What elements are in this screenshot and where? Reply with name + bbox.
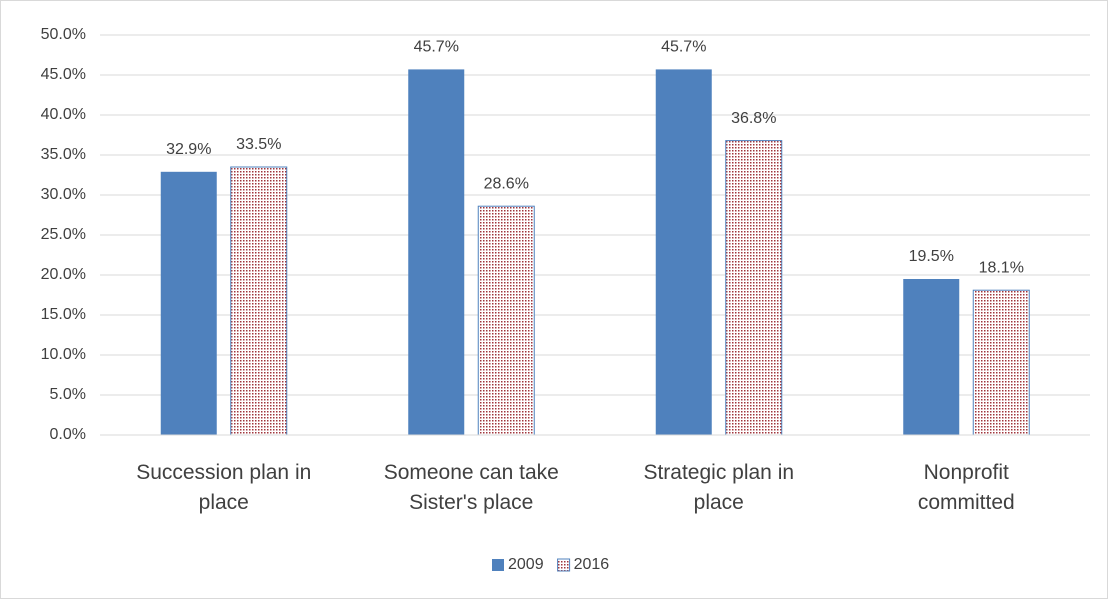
y-tick-label: 20.0% — [41, 266, 86, 283]
data-label: 45.7% — [414, 39, 459, 56]
y-tick-label: 45.0% — [41, 66, 86, 83]
x-tick-label: Someone can take Sister's place — [383, 461, 559, 514]
bar — [408, 69, 465, 436]
y-tick-label: 5.0% — [50, 386, 86, 403]
legend-label: 2009 — [508, 556, 544, 573]
x-tick-label: Nonprofit committed — [917, 461, 1015, 514]
data-label: 19.5% — [909, 248, 954, 265]
bar — [725, 140, 783, 436]
y-tick-label: 50.0% — [41, 26, 86, 43]
legend-swatch — [492, 559, 504, 571]
x-tick-label: Strategic plan in place — [643, 461, 795, 514]
legend-swatch — [557, 558, 571, 572]
bar — [972, 289, 1030, 436]
y-tick-label: 40.0% — [41, 106, 86, 123]
bar — [655, 69, 712, 436]
y-tick-label: 35.0% — [41, 146, 86, 163]
data-label: 36.8% — [731, 110, 776, 127]
data-label: 32.9% — [166, 141, 211, 158]
bar — [903, 279, 960, 435]
y-tick-label: 15.0% — [41, 306, 86, 323]
legend-label: 2016 — [574, 556, 610, 573]
bar — [230, 166, 288, 436]
data-label: 45.7% — [661, 39, 706, 56]
y-tick-label: 10.0% — [41, 346, 86, 363]
y-tick-label: 30.0% — [41, 186, 86, 203]
bar — [477, 205, 535, 436]
y-tick-label: 0.0% — [50, 426, 86, 443]
data-label: 28.6% — [484, 175, 529, 192]
y-tick-label: 25.0% — [41, 226, 86, 243]
x-tick-label: Succession plan in place — [136, 461, 312, 514]
bar — [160, 171, 217, 436]
data-label: 33.5% — [236, 136, 281, 153]
data-label: 18.1% — [979, 259, 1024, 276]
